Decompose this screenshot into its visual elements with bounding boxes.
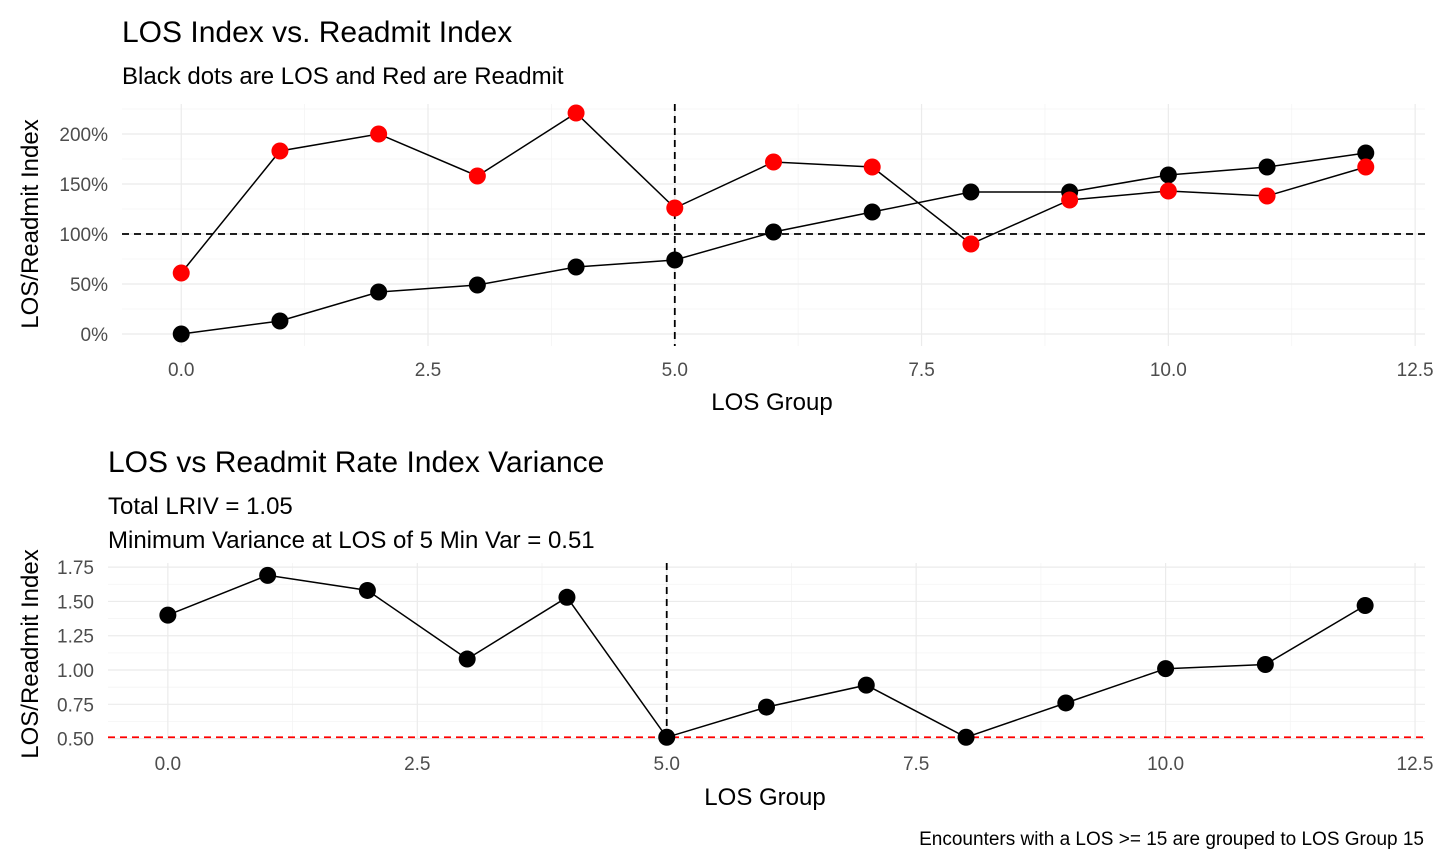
chart1-series-1-point (370, 125, 388, 143)
chart1-series-0-point (567, 258, 585, 276)
chart2-series-0-point (259, 566, 277, 584)
chart2-series-0-point (558, 588, 576, 606)
chart1-series-1-point (962, 235, 980, 253)
los-index-chart: LOS Index vs. Readmit Index Black dots a… (17, 16, 1434, 416)
chart1-series (172, 104, 1375, 343)
chart1-series-0-point (765, 223, 782, 241)
chart2-y-tick-label: 0.75 (57, 695, 94, 716)
chart1-y-axis-title: LOS/Readmit Index (17, 119, 44, 328)
caption: Encounters with a LOS >= 15 are grouped … (919, 829, 1424, 850)
chart1-series-0-point (863, 203, 881, 221)
chart2-series-0-point (458, 650, 476, 668)
chart1-series-0-point (1159, 166, 1177, 184)
chart2-x-ticks: 0.0 2.5 5.0 7.5 10.0 12.5 (155, 754, 1434, 775)
chart1-series-0-point (666, 251, 684, 269)
chart1-y-tick-label: 150% (59, 175, 108, 196)
chart1-y-tick-label: 200% (59, 125, 108, 146)
chart1-series-1-point (271, 142, 289, 160)
chart1-x-tick-label: 0.0 (168, 360, 194, 381)
chart2-y-tick-label: 0.50 (57, 730, 94, 751)
chart1-series-1-point (172, 264, 190, 282)
chart1-series-0-point (271, 312, 289, 330)
chart2-series-0-point (658, 728, 676, 746)
chart2-series (159, 566, 1374, 746)
chart2-x-axis-title: LOS Group (704, 784, 825, 811)
chart1-x-ticks: 0.0 2.5 5.0 7.5 10.0 12.5 (168, 360, 1434, 381)
chart2-series-0-point (1157, 660, 1175, 678)
chart2-title: LOS vs Readmit Rate Index Variance (108, 446, 604, 479)
chart1-series-1-point (468, 167, 486, 185)
chart2-y-tick-label: 1.50 (57, 592, 94, 613)
chart2-y-tick-label: 1.00 (57, 661, 94, 682)
chart2-subtitle-line2: Minimum Variance at LOS of 5 Min Var = 0… (108, 527, 595, 554)
chart2-subtitle-line1: Total LRIV = 1.05 (108, 493, 293, 520)
chart2-series-0-point (159, 606, 177, 624)
chart2-x-tick-label: 5.0 (654, 754, 680, 775)
chart1-series-0-point (172, 325, 190, 343)
chart2-x-tick-label: 12.5 (1397, 754, 1434, 775)
chart2-series-0-point (1057, 694, 1075, 712)
chart2-series-0-point (358, 581, 376, 599)
chart1-series-0-point (1357, 144, 1375, 162)
chart2-series-0-point (857, 676, 875, 694)
chart1-y-tick-label: 50% (70, 275, 108, 296)
chart1-series-0-point (370, 283, 388, 301)
chart1-series-0-point (962, 183, 980, 201)
chart1-series-0-point (1258, 158, 1276, 176)
chart1-x-tick-label: 10.0 (1150, 360, 1187, 381)
chart1-series-1-point (765, 153, 782, 171)
chart2-x-tick-label: 10.0 (1147, 754, 1184, 775)
chart2-series-0-point (957, 728, 975, 746)
chart1-y-tick-label: 100% (59, 225, 108, 246)
chart2-series-0-point (1256, 656, 1274, 674)
chart1-x-tick-label: 12.5 (1397, 360, 1434, 381)
chart1-series-1-point (1357, 158, 1375, 176)
chart1-subtitle: Black dots are LOS and Red are Readmit (122, 63, 564, 90)
chart2-x-tick-label: 2.5 (404, 754, 430, 775)
chart1-series-1-point (863, 158, 881, 176)
chart1-series-0-point (468, 276, 486, 294)
chart2-y-tick-label: 1.75 (57, 558, 94, 579)
chart1-title: LOS Index vs. Readmit Index (122, 16, 512, 49)
variance-chart: LOS vs Readmit Rate Index Variance Total… (17, 446, 1434, 811)
chart2-x-tick-label: 0.0 (155, 754, 181, 775)
chart1-x-tick-label: 2.5 (415, 360, 441, 381)
chart2-y-tick-label: 1.25 (57, 627, 94, 648)
chart1-series-1-point (666, 199, 684, 217)
chart2-x-tick-label: 7.5 (903, 754, 929, 775)
chart2-y-axis-title: LOS/Readmit Index (17, 549, 44, 758)
chart1-y-tick-label: 0% (81, 325, 109, 346)
chart1-series-1-point (1258, 187, 1276, 205)
chart1-x-axis-title: LOS Group (711, 389, 832, 416)
chart1-y-ticks: 0% 50% 100% 150% 200% (59, 125, 108, 346)
chart2-reference-lines (108, 563, 1425, 740)
chart1-series-0-line (181, 152, 1366, 335)
chart1-series-1-point (567, 104, 585, 122)
chart1-x-tick-label: 5.0 (662, 360, 688, 381)
chart2-y-ticks: 0.50 0.75 1.00 1.25 1.50 1.75 (57, 558, 94, 751)
chart1-series-1-point (1061, 191, 1079, 209)
chart1-series-1-point (1159, 182, 1177, 200)
chart1-series-1-line (180, 112, 1367, 274)
chart2-series-0-point (758, 698, 775, 716)
chart2-series-0-point (1356, 597, 1374, 615)
chart1-x-tick-label: 7.5 (908, 360, 934, 381)
